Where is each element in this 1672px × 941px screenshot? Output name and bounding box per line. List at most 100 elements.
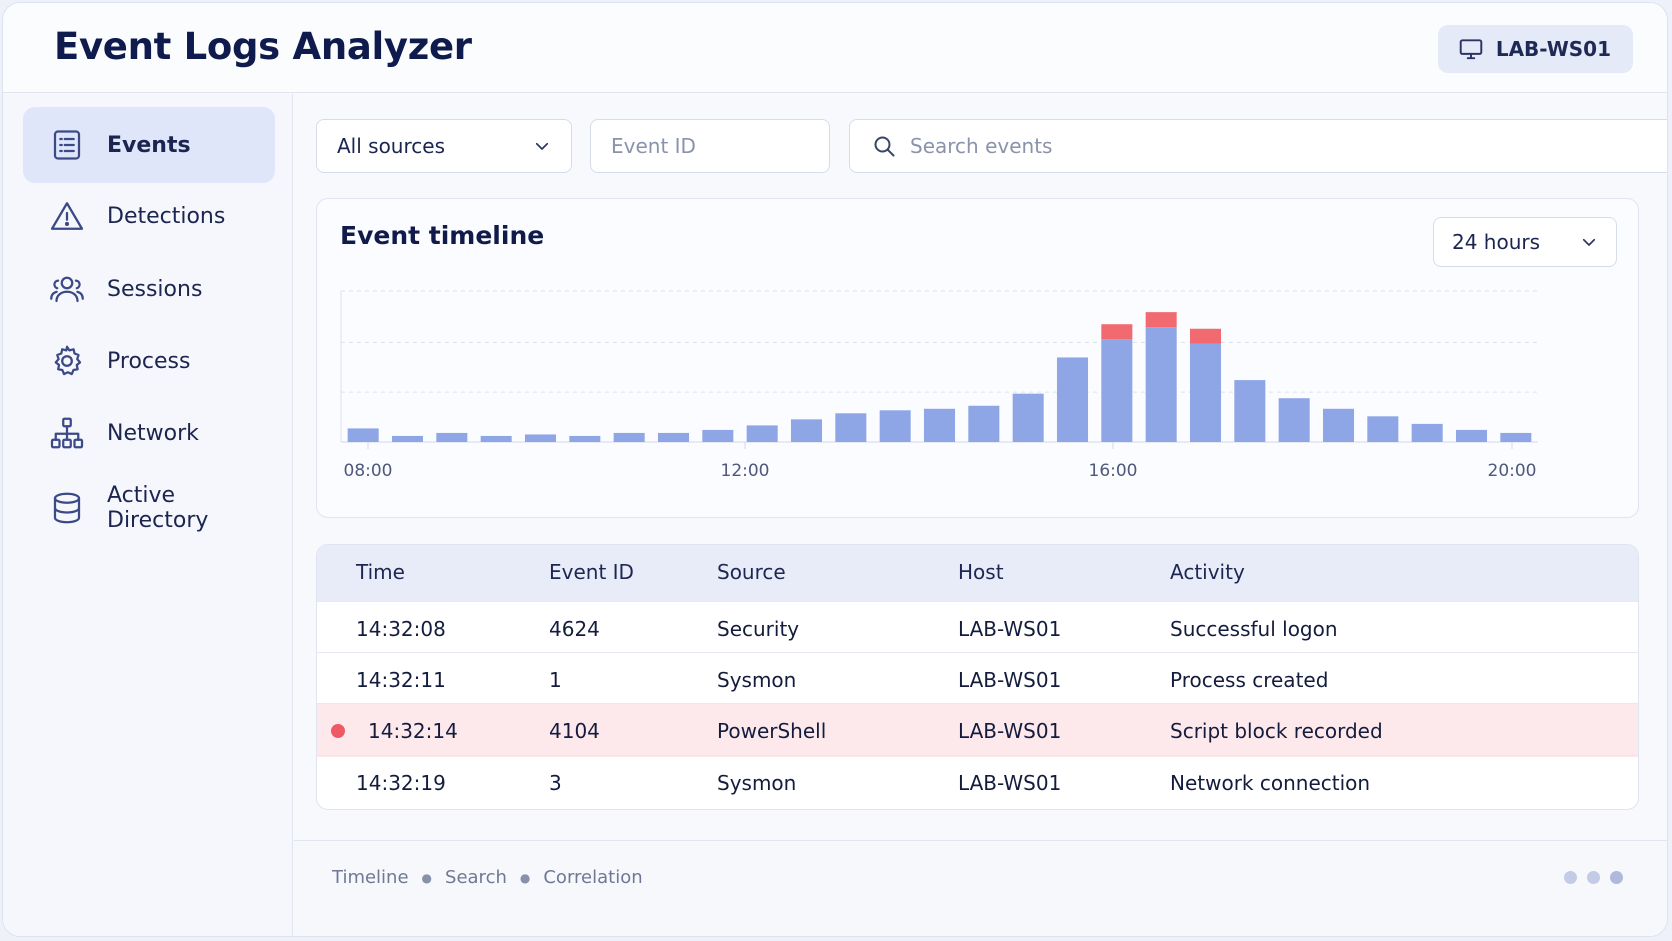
table-row[interactable]: 14:32:11 1 Sysmon LAB-WS01 Process creat… (317, 652, 1638, 706)
host-name: LAB-WS01 (1495, 37, 1611, 61)
page-dot-1[interactable] (1564, 871, 1577, 884)
bar-events-18[interactable] (1101, 339, 1133, 442)
alert-dot-icon (331, 724, 345, 738)
time-range-select[interactable]: 24 hours (1433, 217, 1617, 267)
sidebar-item-sessions[interactable]: Sessions (23, 251, 275, 327)
sidebar-item-label: Network (107, 420, 199, 446)
cell-source: Sysmon (717, 771, 797, 795)
event-timeline-chart: 08:00 12:00 16:00 20:00 (340, 290, 1538, 481)
bar-events-22[interactable] (1278, 398, 1310, 442)
bar-events-25[interactable] (1411, 423, 1443, 442)
events-table: Time Event ID Source Host Activity 14:32… (316, 544, 1639, 810)
footer-link-correlation[interactable]: Correlation (543, 867, 643, 888)
bar-events-9[interactable] (702, 429, 734, 442)
separator-dot: ● (519, 870, 531, 885)
bar-events-11[interactable] (790, 419, 823, 442)
bar-events-8[interactable] (657, 432, 690, 442)
cell-host: LAB-WS01 (958, 719, 1062, 743)
app-title: Event Logs Analyzer (54, 25, 472, 68)
sidebar-item-label: Detections (107, 203, 226, 229)
event-timeline-card: Event timeline 24 hours 08:00 12:00 16:00 2… (316, 198, 1639, 518)
database-icon (53, 492, 81, 524)
sidebar-item-label: Sessions (107, 276, 203, 302)
page-dot-3[interactable] (1610, 871, 1623, 884)
cell-event-id: 4104 (549, 719, 600, 743)
bar-events-19[interactable] (1145, 327, 1177, 442)
bar-events-2[interactable] (391, 435, 424, 442)
bar-alerts-19[interactable] (1145, 312, 1177, 328)
bar-events-23[interactable] (1322, 408, 1355, 442)
column-header-source[interactable]: Source (717, 560, 786, 584)
bar-alerts-18[interactable] (1101, 324, 1133, 340)
sidebar-item-events[interactable]: Events (23, 107, 275, 183)
x-tick-label: 08:00 (344, 461, 393, 481)
x-tick-label: 16:00 (1089, 461, 1138, 481)
chart-title: Event timeline (340, 221, 545, 250)
bar-events-1[interactable] (347, 428, 379, 442)
cell-event-id: 1 (549, 668, 562, 692)
cell-host: LAB-WS01 (958, 617, 1062, 641)
sidebar-item-process[interactable]: Process (23, 323, 275, 399)
cell-time: 14:32:11 (356, 668, 446, 692)
bar-events-6[interactable] (569, 435, 601, 442)
cell-time: 14:32:08 (356, 617, 446, 641)
page-dot-2[interactable] (1587, 871, 1600, 884)
search-icon (874, 136, 895, 157)
bar-alerts-20[interactable] (1189, 328, 1222, 344)
column-header-activity[interactable]: Activity (1170, 560, 1245, 584)
event-id-input[interactable] (611, 134, 809, 158)
users-icon (50, 276, 84, 303)
x-tick-label: 20:00 (1488, 461, 1537, 481)
bar-events-24[interactable] (1367, 416, 1399, 442)
bar-events-17[interactable] (1056, 357, 1089, 442)
search-field[interactable] (849, 119, 1667, 173)
bar-events-15[interactable] (968, 405, 1000, 442)
sidebar-item-detections[interactable]: Detections (23, 178, 275, 254)
bar-events-20[interactable] (1189, 343, 1222, 442)
source-filter-value: All sources (337, 134, 445, 158)
host-badge[interactable]: LAB-WS01 (1437, 25, 1633, 73)
bar-events-26[interactable] (1455, 429, 1488, 442)
column-header-host[interactable]: Host (958, 560, 1004, 584)
bar-events-5[interactable] (524, 434, 557, 442)
cell-source: PowerShell (717, 719, 827, 743)
time-range-value: 24 hours (1452, 230, 1541, 254)
table-row[interactable]: 14:32:08 4624 Security LAB-WS01 Successf… (317, 601, 1638, 655)
bar-events-16[interactable] (1012, 393, 1044, 442)
cell-activity: Successful logon (1170, 617, 1338, 641)
search-input[interactable] (910, 134, 1667, 158)
bar-events-4[interactable] (480, 435, 512, 442)
sidebar-item-network[interactable]: Network (23, 395, 275, 471)
bar-events-10[interactable] (746, 425, 778, 442)
cell-host: LAB-WS01 (958, 668, 1062, 692)
cell-source: Security (717, 617, 800, 641)
pagination-dots (1564, 871, 1623, 884)
table-row[interactable]: 14:32:19 3 Sysmon LAB-WS01 Network conne… (317, 755, 1638, 809)
sidebar-item-label: Active Directory (107, 483, 209, 533)
warning-triangle-icon (50, 202, 84, 230)
chevron-down-icon (535, 142, 549, 150)
event-id-field[interactable] (590, 119, 830, 173)
footer-link-timeline[interactable]: Timeline (332, 867, 409, 888)
bar-events-14[interactable] (923, 408, 956, 442)
bar-events-21[interactable] (1234, 380, 1266, 442)
bar-events-3[interactable] (436, 432, 468, 442)
cell-time: 14:32:19 (356, 771, 446, 795)
table-header: Time Event ID Source Host Activity (317, 545, 1638, 601)
source-filter-select[interactable]: All sources (316, 119, 572, 173)
cell-activity: Script block recorded (1170, 719, 1383, 743)
column-header-time[interactable]: Time (356, 560, 405, 584)
bar-events-13[interactable] (879, 410, 911, 442)
sidebar-item-label: Events (107, 132, 191, 158)
footer-bar: Timeline ● Search ● Correlation (294, 840, 1667, 936)
bar-events-12[interactable] (835, 413, 867, 442)
table-row-alert[interactable]: 14:32:14 4104 PowerShell LAB-WS01 Script… (317, 703, 1638, 757)
bar-events-7[interactable] (613, 432, 645, 442)
network-tree-icon (50, 417, 84, 449)
monitor-icon (1459, 39, 1483, 60)
column-header-event-id[interactable]: Event ID (549, 560, 634, 584)
cell-time: 14:32:14 (368, 719, 458, 743)
bar-events-27[interactable] (1500, 432, 1532, 442)
sidebar-item-active-directory[interactable]: Active Directory (23, 470, 275, 546)
footer-link-search[interactable]: Search (445, 867, 507, 888)
